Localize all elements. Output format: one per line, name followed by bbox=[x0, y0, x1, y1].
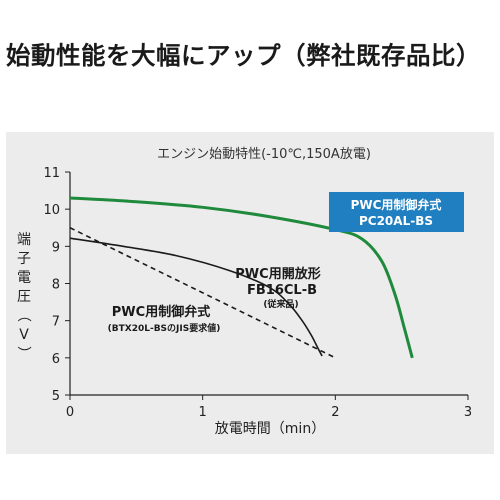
x-tick-label: 3 bbox=[464, 405, 472, 420]
series-label-fb16cl-b: FB16CL-B bbox=[247, 283, 317, 298]
y-label-char: 圧 bbox=[17, 289, 31, 305]
series-label-fb16cl-b: PWC用開放形 bbox=[235, 266, 320, 282]
y-tick-label: 11 bbox=[43, 166, 60, 181]
series-line-btx20l-bs-jis bbox=[69, 227, 336, 359]
page-headline: 始動性能を大幅にアップ（弊社既存品比） bbox=[6, 41, 481, 70]
series-label-pc20al-bs: PC20AL-BS bbox=[359, 214, 433, 228]
series-label-btx20l-bs-jis: PWC用制御弁式 bbox=[112, 304, 210, 320]
y-tick-label: 5 bbox=[52, 389, 60, 404]
series-label-box-pc20al-bs bbox=[329, 192, 464, 232]
y-label-char: ） bbox=[15, 346, 31, 360]
y-tick-label: 6 bbox=[52, 352, 60, 367]
x-tick-label: 1 bbox=[199, 405, 207, 420]
axes-group: 5 6 7 8 9 10 11 0 1 2 3 bbox=[43, 166, 472, 420]
series-label-pc20al-bs: PWC用制御弁式 bbox=[351, 197, 442, 212]
chart-title: エンジン始動特性(-10℃,150A放電) bbox=[157, 147, 371, 162]
series-label-btx20l-bs-jis: (BTX20L-BSのJIS要求値) bbox=[108, 322, 221, 334]
y-tick-label: 9 bbox=[52, 240, 60, 255]
series-line-fb16cl-b bbox=[69, 237, 323, 357]
y-label-char: 端 bbox=[17, 232, 31, 248]
chart-panel: エンジン始動特性(-10℃,150A放電) 放電時間（min） 5 6 7 8 9 10 1… bbox=[6, 132, 494, 454]
x-tick-label: 2 bbox=[331, 405, 339, 420]
y-label-char: （ bbox=[15, 308, 31, 322]
chart-svg: エンジン始動特性(-10℃,150A放電) 放電時間（min） 56789101… bbox=[15, 147, 472, 437]
y-tick-label: 8 bbox=[52, 278, 60, 293]
series-label-fb16cl-b: (従来品) bbox=[263, 298, 298, 310]
y-tick-label: 10 bbox=[43, 203, 60, 218]
y-tick-label: 7 bbox=[52, 315, 60, 330]
y-label-char: 子 bbox=[17, 251, 31, 267]
x-tick-label: 0 bbox=[66, 405, 74, 420]
y-label-char: V bbox=[19, 327, 29, 343]
x-axis-label: 放電時間（min） bbox=[215, 421, 325, 437]
y-label-char: 電 bbox=[17, 270, 31, 286]
